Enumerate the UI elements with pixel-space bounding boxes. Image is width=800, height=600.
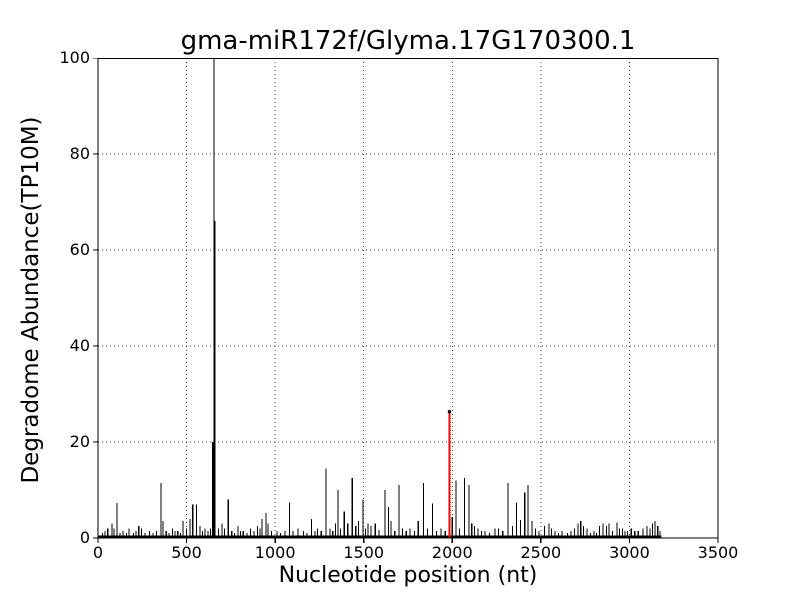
y-axis-label: Degradome Abundance(TP10M) [18, 116, 44, 484]
y-tick-label: 0 [79, 528, 90, 547]
y-tick-label: 20 [69, 432, 90, 451]
x-tick-label: 0 [92, 543, 104, 562]
x-tick-label: 3000 [609, 543, 650, 562]
plot-area [93, 58, 719, 543]
x-tick-label: 1500 [343, 543, 385, 562]
x-tick-label: 2000 [431, 543, 473, 562]
axes-border [97, 58, 719, 539]
x-tick-label: 500 [171, 543, 202, 562]
baseline-noise-band [98, 535, 662, 538]
y-tick-label: 60 [69, 240, 90, 259]
x-axis-label: Nucleotide position (nt) [278, 563, 538, 588]
y-tick-label: 40 [69, 336, 90, 355]
target-spike-tip-dot [447, 410, 452, 414]
chart-title: gma-miR172f/Glyma.17G170300.1 [180, 26, 636, 56]
x-tick-label: 1000 [254, 543, 296, 562]
y-tick-label: 80 [69, 144, 90, 163]
y-tick-label: 100 [59, 48, 90, 67]
x-tick-label: 3500 [697, 543, 739, 562]
x-tick-label: 2500 [520, 543, 562, 562]
plot-background [98, 58, 718, 538]
